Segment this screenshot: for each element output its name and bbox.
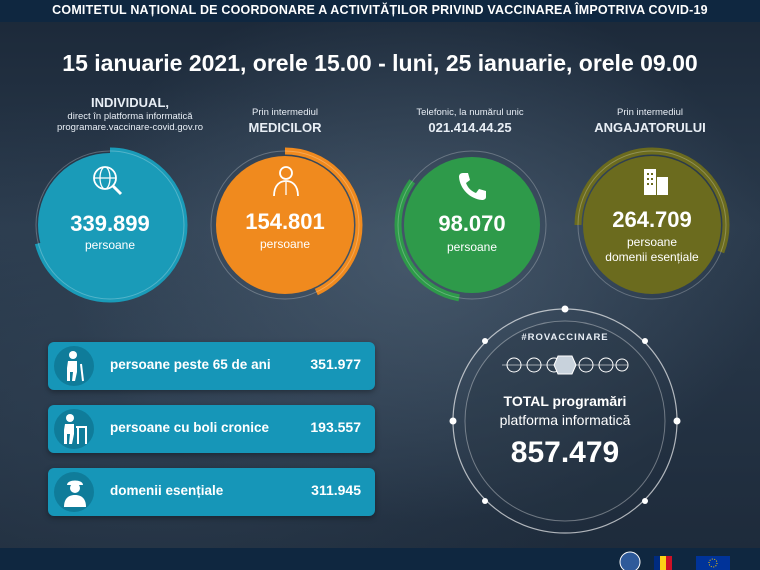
total-orbit [449, 305, 681, 534]
logos-strip [619, 551, 730, 570]
stat-value: 311.945 [311, 482, 361, 498]
channel-3-ring [394, 147, 550, 303]
channel-3-unit: persoane [446, 240, 498, 254]
footer-bar [0, 548, 760, 570]
channel-2-value: 154.801 [245, 209, 325, 234]
period-heading: 15 ianuarie 2021, orele 15.00 - luni, 25… [62, 50, 698, 76]
stat-row-seniors: persoane peste 65 de ani 351.977 [48, 342, 375, 390]
channel-1-title: INDIVIDUAL, [91, 95, 169, 110]
globe-search-icon [93, 166, 123, 196]
phone-icon [459, 173, 486, 200]
elderly-icon [67, 351, 84, 382]
stat-row-essential: domenii esențiale 311.945 [48, 468, 375, 516]
channel-1-unit: persoane [84, 238, 136, 252]
stat-row-chronic: persoane cu boli cronice 193.557 [48, 405, 375, 453]
channel-3-circle [404, 157, 540, 293]
channel-4-title: ANGAJATORULUI [594, 120, 706, 135]
walker-icon [64, 414, 87, 444]
channel-1-ring [32, 147, 188, 303]
channel-2-small: Prin intermediul [252, 107, 318, 118]
channel-3-small: Telefonic, la numărul unic [416, 107, 524, 118]
doctor-icon [273, 166, 299, 197]
page-title: COMITETUL NAȚIONAL DE COORDONARE A ACTIV… [52, 3, 708, 17]
stat-label: persoane cu boli cronice [110, 420, 270, 435]
channel-1-value: 339.899 [70, 211, 150, 236]
total-hashtag: #ROVACCINARE [521, 332, 609, 343]
vaccination-icons-strip [502, 355, 629, 375]
channel-4-ring [574, 147, 730, 303]
channel-3-title: 021.414.44.25 [428, 120, 512, 135]
total-line2: platforma informatică [499, 412, 631, 428]
channel-2-title: MEDICILOR [248, 120, 322, 135]
channel-1-line1: direct în platforma informatică [67, 111, 193, 122]
worker-icon [64, 480, 86, 507]
stat-value: 193.557 [310, 419, 361, 435]
channel-4-unit2: domenii esențiale [605, 250, 699, 264]
channel-3-value: 98.070 [438, 211, 506, 236]
building-icon [644, 169, 668, 195]
stat-label: domenii esențiale [110, 483, 224, 498]
channel-2-ring [207, 147, 363, 303]
stat-label: persoane peste 65 de ani [110, 357, 271, 372]
channel-1-line2: programare.vaccinare-covid.gov.ro [56, 122, 204, 133]
top-bar: COMITETUL NAȚIONAL DE COORDONARE A ACTIV… [0, 0, 760, 22]
channel-4-small: Prin intermediul [617, 107, 683, 118]
channel-2-unit: persoane [259, 237, 311, 251]
total-value: 857.479 [510, 436, 620, 469]
channel-4-unit: persoane [626, 235, 678, 249]
channel-4-value: 264.709 [612, 207, 692, 232]
total-line1: TOTAL programări [503, 393, 627, 409]
stat-value: 351.977 [310, 356, 361, 372]
